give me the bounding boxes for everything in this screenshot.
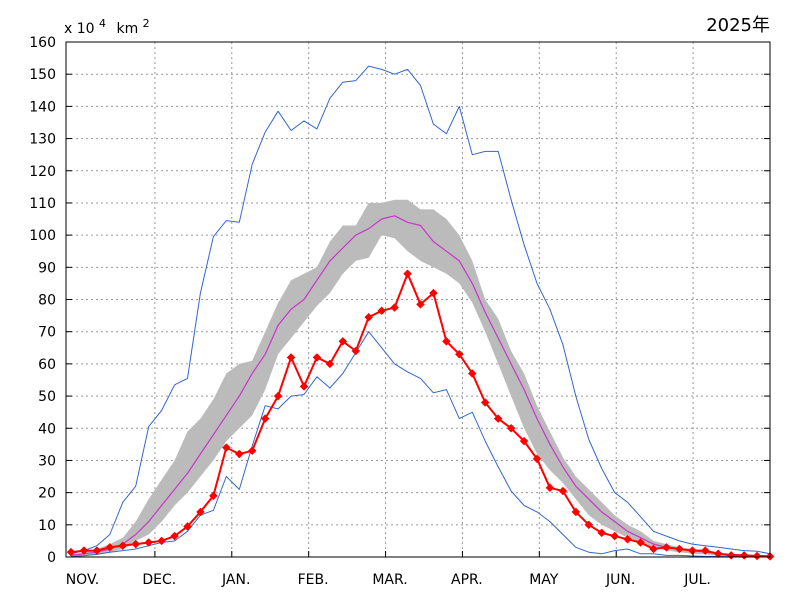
y-tick-label: 140	[29, 99, 56, 115]
current-year-point	[649, 544, 658, 554]
current-year-point	[700, 546, 710, 555]
y-unit-name-exponent: 2	[143, 17, 150, 30]
current-year-point	[312, 353, 322, 362]
current-year-point	[610, 531, 620, 541]
current-year-point	[92, 546, 102, 555]
x-month-label: NOV.	[66, 572, 99, 588]
x-month-label: DEC.	[142, 572, 176, 588]
x-month-label: FEB.	[298, 572, 329, 588]
current-year-point	[584, 520, 594, 530]
current-year-point	[675, 544, 684, 554]
current-year-point	[390, 303, 399, 312]
current-year-point	[623, 534, 632, 544]
current-year-point	[687, 546, 697, 555]
range-band	[71, 199, 770, 557]
y-tick-label: 40	[38, 421, 56, 437]
current-year-point	[571, 507, 581, 517]
current-year-point	[429, 288, 438, 298]
current-year-point	[480, 398, 490, 407]
current-year-point	[519, 436, 529, 446]
current-year-point	[157, 536, 166, 546]
y-tick-label: 130	[29, 132, 56, 148]
current-year-point	[454, 349, 464, 359]
current-year-point	[662, 542, 671, 552]
current-year-point	[377, 306, 387, 316]
chart-title: 2025年	[706, 15, 770, 36]
current-year-point	[338, 336, 348, 346]
current-year-point	[403, 269, 412, 279]
current-year-point	[467, 369, 477, 378]
current-year-point	[713, 549, 723, 559]
current-year-point	[416, 299, 425, 309]
y-tick-label: 110	[29, 196, 56, 212]
current-year-point	[221, 443, 231, 452]
current-year-point	[442, 336, 451, 346]
maximum-line	[70, 65, 771, 555]
current-year-point	[506, 423, 516, 433]
current-year-point	[66, 547, 76, 557]
axes	[65, 41, 771, 558]
tick-labels: 0 10 20 30 40 50 60 70 80 90 100 110 120 130 140 150 160…	[29, 35, 711, 588]
current-year-point	[558, 486, 568, 496]
current-year-point	[170, 531, 179, 541]
x-month-label: MAR.	[372, 572, 407, 588]
y-tick-label: 120	[29, 164, 56, 180]
current-year-point	[493, 414, 503, 423]
x-month-label: MAY	[529, 572, 559, 588]
grid	[66, 42, 770, 557]
current-year-point	[79, 546, 89, 555]
current-year-point	[105, 542, 115, 552]
current-year-point	[286, 353, 296, 362]
y-tick-label: 160	[29, 35, 56, 51]
x-month-label: APR.	[451, 572, 483, 588]
y-tick-label: 30	[38, 453, 56, 469]
current-year-point	[532, 454, 542, 464]
current-year-point	[118, 541, 128, 551]
range-band-area	[71, 199, 770, 557]
y-tick-label: 70	[38, 325, 56, 341]
current-year-point	[234, 449, 244, 459]
y-unit-exponent: 4	[99, 17, 106, 30]
y-tick-label: 10	[38, 518, 56, 534]
y-tick-label: 90	[38, 260, 56, 276]
current-year-point	[325, 359, 335, 369]
average-line	[70, 215, 771, 557]
y-tick-label: 20	[38, 486, 56, 502]
y-tick-label: 80	[38, 293, 56, 309]
current-year-point	[597, 528, 607, 538]
x-month-label: JUN.	[605, 572, 635, 588]
y-tick-label: 60	[38, 357, 56, 373]
y-unit-prefix: x 10	[64, 21, 95, 37]
series-markers	[66, 269, 775, 561]
current-year-point	[196, 507, 205, 517]
current-year-point	[299, 382, 309, 391]
y-tick-label: 50	[38, 389, 56, 405]
plot-frame	[65, 41, 771, 558]
current-year-point	[636, 538, 645, 547]
current-year-point	[144, 538, 154, 547]
current-year-line	[70, 272, 771, 558]
current-year-point	[260, 414, 270, 423]
minimum-line	[70, 331, 771, 558]
x-month-label: JUL.	[683, 572, 711, 588]
y-tick-label: 100	[29, 228, 56, 244]
current-year-point	[739, 551, 749, 560]
y-unit-name: km	[116, 21, 138, 37]
current-year-point	[247, 446, 257, 456]
y-tick-label: 150	[29, 67, 56, 83]
current-year-point	[273, 391, 283, 401]
current-year-point	[364, 312, 374, 322]
y-tick-label: 0	[47, 550, 56, 566]
x-month-label: JAN.	[221, 572, 250, 588]
current-year-point	[752, 551, 762, 561]
current-year-point	[726, 551, 736, 560]
current-year-point	[183, 522, 192, 531]
current-year-point	[351, 346, 361, 356]
y-axis-unit-label: x 10 4 km 2	[64, 15, 150, 37]
current-year-point	[545, 483, 555, 493]
current-year-point	[131, 539, 141, 549]
current-year-point	[209, 491, 218, 501]
